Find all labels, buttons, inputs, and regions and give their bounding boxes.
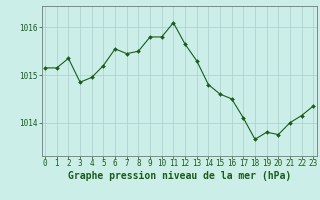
X-axis label: Graphe pression niveau de la mer (hPa): Graphe pression niveau de la mer (hPa) <box>68 171 291 181</box>
